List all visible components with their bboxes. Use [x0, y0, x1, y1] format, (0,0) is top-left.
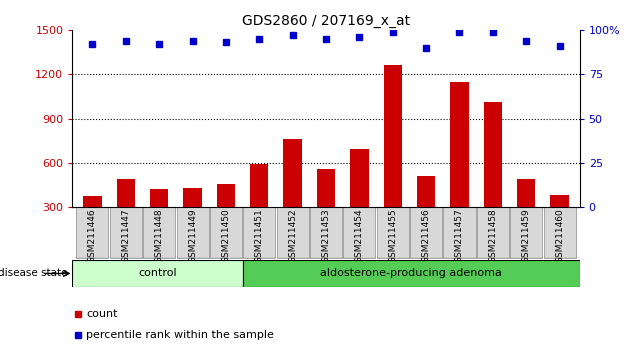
Bar: [176, 207, 209, 258]
Text: control: control: [138, 268, 177, 279]
Bar: [544, 207, 576, 258]
Bar: [417, 176, 435, 251]
Text: GSM211451: GSM211451: [255, 209, 264, 263]
Bar: [250, 164, 268, 251]
Bar: [243, 260, 580, 287]
Bar: [284, 139, 302, 251]
Bar: [143, 207, 175, 258]
Text: GSM211448: GSM211448: [155, 209, 164, 263]
Text: count: count: [86, 309, 118, 319]
Bar: [243, 207, 275, 258]
Text: GSM211452: GSM211452: [288, 209, 297, 263]
Text: GSM211454: GSM211454: [355, 209, 364, 263]
Text: GSM211446: GSM211446: [88, 209, 97, 263]
Bar: [477, 207, 509, 258]
Text: GSM211453: GSM211453: [321, 209, 331, 263]
Text: GSM211458: GSM211458: [488, 209, 497, 263]
Bar: [76, 207, 108, 258]
Bar: [210, 207, 242, 258]
Bar: [117, 179, 135, 251]
Text: disease state: disease state: [0, 268, 67, 279]
Bar: [310, 207, 342, 258]
Text: GSM211455: GSM211455: [388, 209, 398, 263]
Bar: [110, 207, 142, 258]
Bar: [444, 207, 476, 258]
Bar: [377, 207, 409, 258]
Bar: [83, 196, 101, 251]
Bar: [551, 195, 569, 251]
Text: GSM211449: GSM211449: [188, 209, 197, 263]
Bar: [183, 188, 202, 251]
Bar: [72, 260, 243, 287]
Bar: [317, 170, 335, 251]
Bar: [350, 149, 369, 251]
Bar: [150, 189, 168, 251]
Bar: [410, 207, 442, 258]
Bar: [277, 207, 309, 258]
Bar: [517, 179, 536, 251]
Bar: [510, 207, 542, 258]
Bar: [343, 207, 375, 258]
Bar: [384, 65, 402, 251]
Text: GSM211450: GSM211450: [221, 209, 231, 263]
Text: aldosterone-producing adenoma: aldosterone-producing adenoma: [320, 268, 502, 279]
Bar: [450, 82, 469, 251]
Bar: [484, 102, 502, 251]
Text: GSM211456: GSM211456: [421, 209, 431, 263]
Text: GSM211460: GSM211460: [555, 209, 564, 263]
Text: percentile rank within the sample: percentile rank within the sample: [86, 330, 274, 341]
Text: GSM211459: GSM211459: [522, 209, 530, 263]
Bar: [217, 184, 235, 251]
Title: GDS2860 / 207169_x_at: GDS2860 / 207169_x_at: [242, 14, 410, 28]
Text: GSM211447: GSM211447: [122, 209, 130, 263]
Text: GSM211457: GSM211457: [455, 209, 464, 263]
